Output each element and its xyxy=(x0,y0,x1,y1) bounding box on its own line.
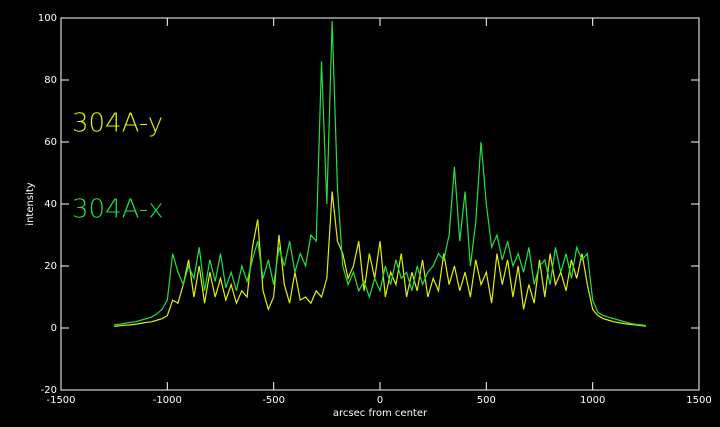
x-tick-label: -500 xyxy=(262,395,285,406)
y-tick-label: 0 xyxy=(51,323,57,334)
x-tick-label: 0 xyxy=(377,395,383,406)
x-tick-label: 1000 xyxy=(580,395,605,406)
y-tick-label: 100 xyxy=(38,13,57,24)
y-tick-label: 40 xyxy=(44,199,57,210)
y-tick-label: 20 xyxy=(44,261,57,272)
x-tick-label: 500 xyxy=(477,395,496,406)
y-tick-label: 60 xyxy=(44,137,57,148)
x-tick-label: 1500 xyxy=(686,395,711,406)
x-axis-label: arcsec from center xyxy=(333,408,428,419)
y-axis-label: intensity xyxy=(25,182,36,225)
legend-entry: 304A-x xyxy=(72,195,164,225)
legend-entry: 304A-y xyxy=(72,109,163,139)
y-tick-label: -20 xyxy=(41,385,57,396)
y-tick-label: 80 xyxy=(44,75,57,86)
series-line xyxy=(114,21,646,327)
series-line xyxy=(114,191,646,328)
x-tick-label: -1500 xyxy=(46,395,75,406)
x-tick-label: -1000 xyxy=(153,395,182,406)
